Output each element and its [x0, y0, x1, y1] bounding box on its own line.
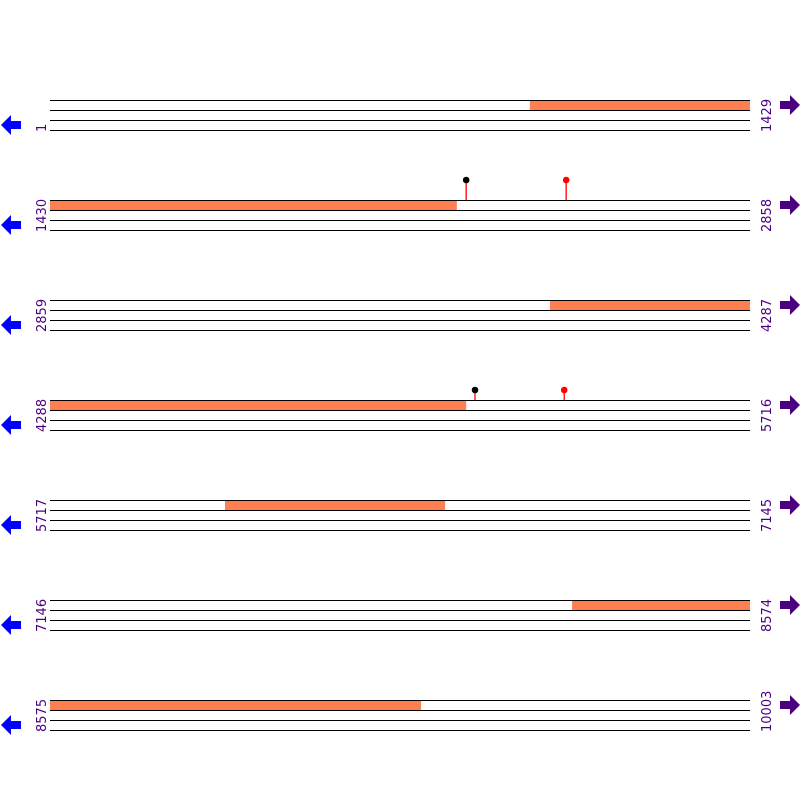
marker-head	[562, 176, 570, 184]
start-position-label: 2859	[35, 299, 50, 332]
marker-head	[462, 176, 470, 184]
left-arrow-icon	[1, 515, 21, 535]
left-arrow-icon	[1, 215, 21, 235]
start-position-label: 8575	[35, 699, 50, 732]
marker-head	[471, 386, 479, 394]
end-position-label: 8574	[760, 599, 775, 632]
feature-bar	[572, 600, 750, 610]
end-position-label: 4287	[760, 299, 775, 332]
start-position-label: 5717	[35, 499, 50, 532]
left-arrow-icon	[1, 415, 21, 435]
feature-bar	[50, 700, 422, 710]
end-position-label: 7145	[760, 499, 775, 532]
sequence-row: 8575 10003	[1, 691, 800, 735]
left-arrow-icon	[1, 315, 21, 335]
start-position-label: 1430	[35, 199, 50, 232]
sequence-row: 5717 7145	[1, 495, 800, 535]
feature-bar	[550, 300, 750, 310]
right-arrow-icon	[780, 95, 800, 115]
left-arrow-icon	[1, 715, 21, 735]
feature-bar	[225, 500, 446, 510]
right-arrow-icon	[780, 295, 800, 315]
sequence-row: 2859 4287	[1, 295, 800, 335]
left-arrow-icon	[1, 615, 21, 635]
right-arrow-icon	[780, 695, 800, 715]
end-position-label: 1429	[760, 99, 775, 132]
marker-head	[560, 386, 568, 394]
sequence-row: 7146 8574	[1, 595, 800, 635]
sequence-row: 4288 5716	[1, 386, 800, 435]
start-position-label: 1	[35, 124, 50, 132]
left-arrow-icon	[1, 115, 21, 135]
feature-bar	[50, 200, 457, 210]
right-arrow-icon	[780, 195, 800, 215]
sequence-row: 1430 2858	[1, 176, 800, 235]
end-position-label: 10003	[760, 691, 775, 732]
end-position-label: 5716	[760, 399, 775, 432]
right-arrow-icon	[780, 495, 800, 515]
end-position-label: 2858	[760, 199, 775, 232]
feature-bar	[529, 100, 750, 110]
right-arrow-icon	[780, 595, 800, 615]
start-position-label: 7146	[35, 599, 50, 632]
sequence-row: 1 1429	[1, 95, 800, 135]
feature-bar	[50, 400, 467, 410]
right-arrow-icon	[780, 395, 800, 415]
start-position-label: 4288	[35, 399, 50, 432]
